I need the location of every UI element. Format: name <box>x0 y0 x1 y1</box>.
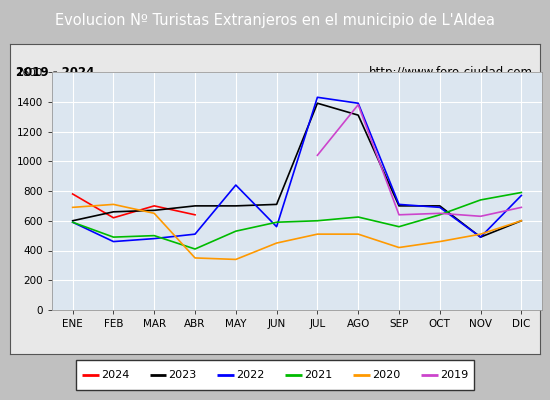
Text: 2019: 2019 <box>440 370 468 380</box>
Text: 2021: 2021 <box>304 370 332 380</box>
Text: 2024: 2024 <box>101 370 129 380</box>
Text: 2019 - 2024: 2019 - 2024 <box>16 66 95 79</box>
Text: http://www.foro-ciudad.com: http://www.foro-ciudad.com <box>369 66 533 79</box>
FancyBboxPatch shape <box>75 360 475 390</box>
Text: 2020: 2020 <box>372 370 400 380</box>
Text: Evolucion Nº Turistas Extranjeros en el municipio de L'Aldea: Evolucion Nº Turistas Extranjeros en el … <box>55 14 495 28</box>
Text: 2023: 2023 <box>168 370 197 380</box>
Text: 2022: 2022 <box>236 370 265 380</box>
